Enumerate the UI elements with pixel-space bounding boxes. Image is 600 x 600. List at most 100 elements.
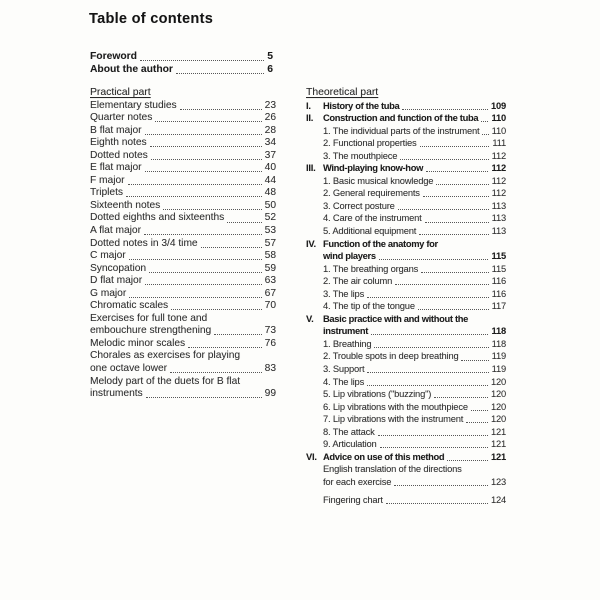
toc-page-number: 99	[264, 388, 276, 400]
toc-entry-line: wind players 115	[323, 250, 506, 263]
dot-leader	[470, 401, 489, 414]
toc-entry-line: 3. Correct posture 113	[323, 200, 506, 213]
toc-entry: Chorales as exercises for playing one oct…	[90, 350, 276, 375]
toc-entry: 8. The attack 121	[306, 426, 506, 439]
toc-label: 4. Care of the instrument	[323, 213, 422, 224]
toc-entry: Dotted notes in 3/4 time 57	[90, 238, 276, 251]
toc-entry-line: for each exercise 123	[323, 476, 506, 489]
toc-entry: D flat major 63	[90, 275, 276, 288]
toc-entry-line: Melodic minor scales 76	[90, 338, 276, 351]
toc-entry: 4. The lips 120	[306, 376, 506, 389]
toc-entry-line: 3. Support 119	[323, 363, 506, 376]
dot-leader	[143, 225, 262, 238]
theoretical-part-column: Theoretical part I. History of the tuba 10…	[306, 87, 506, 506]
toc-page-number: 120	[490, 389, 506, 400]
toc-entry: I. History of the tuba 109	[306, 100, 506, 113]
toc-entry-line: 2. Trouble spots in deep breathing 119	[323, 350, 506, 363]
toc-page-number: 121	[490, 451, 506, 462]
toc-entry: Sixteenth notes 50	[90, 200, 276, 213]
dot-leader	[417, 300, 489, 313]
toc-page-number: 120	[490, 401, 506, 412]
toc-label: 3. The mouthpiece	[323, 150, 398, 161]
section-numeral: I.	[306, 100, 311, 111]
toc-page-number: 113	[491, 226, 507, 237]
toc-entry: Triplets 48	[90, 187, 276, 200]
dot-leader	[367, 363, 489, 376]
toc-entry: 2. The air column 116	[306, 275, 506, 288]
toc-page-number: 112	[491, 163, 506, 174]
toc-entry-line: Triplets 48	[90, 187, 276, 200]
toc-label: Foreword	[90, 51, 137, 62]
dot-leader	[126, 187, 262, 200]
toc-entry-line: 6. Lip vibrations with the mouthpiece 120	[323, 401, 506, 414]
dot-leader	[128, 250, 262, 263]
toc-page-number: 6	[267, 64, 273, 76]
toc-entry-line: embouchure strengthening 73	[90, 325, 276, 338]
toc-entry-line: Chromatic scales 70	[90, 300, 276, 313]
toc-page-number: 37	[264, 149, 276, 161]
section-numeral: IV.	[306, 238, 316, 249]
toc-label: F major	[90, 174, 125, 186]
section-numeral: II.	[306, 113, 314, 124]
toc-label: Dotted eighths and sixteenths	[90, 212, 225, 224]
toc-page-number: 119	[491, 351, 507, 362]
toc-page-number: 123	[490, 476, 506, 487]
toc-page-number: 110	[491, 113, 506, 124]
toc-entry: Exercises for full tone and embouchure st…	[90, 313, 276, 338]
toc-page-number: 67	[264, 287, 276, 299]
dot-leader	[170, 363, 262, 376]
toc-entry-line: Eighth notes 34	[90, 137, 276, 150]
dot-leader	[422, 187, 489, 200]
toc-label: Chromatic scales	[90, 300, 169, 312]
dot-leader	[149, 263, 262, 276]
toc-page-number: 76	[264, 337, 276, 349]
dot-leader	[144, 162, 262, 175]
dot-leader	[371, 325, 489, 338]
toc-page-number: 110	[491, 125, 507, 136]
toc-entry: 1. Breathing 118	[306, 338, 506, 351]
section-numeral: V.	[306, 313, 314, 324]
toc-label: 5. Additional equipment	[323, 226, 417, 237]
toc-label: Elementary studies	[90, 99, 177, 111]
toc-page-number: 121	[490, 439, 506, 450]
toc-label: instruments	[90, 388, 143, 400]
toc-page-number: 115	[491, 263, 507, 274]
dot-leader	[400, 150, 489, 163]
toc-entry: 6. Lip vibrations with the mouthpiece 120	[306, 401, 506, 414]
toc-entry-line: C major 58	[90, 250, 276, 263]
toc-page-number: 34	[264, 137, 276, 149]
toc-entry-line: 8. The attack 121	[323, 426, 506, 439]
toc-page-number: 109	[490, 100, 506, 111]
dot-leader	[145, 388, 262, 401]
dot-leader	[397, 200, 489, 213]
toc-entry: II. Construction and function of the tuba…	[306, 112, 506, 125]
toc-entry-line: 2. General requirements 112	[323, 187, 506, 200]
dot-leader	[377, 426, 489, 439]
dot-leader	[434, 388, 488, 401]
toc-entry: IV. Function of the anatomy for wind playe…	[306, 238, 506, 263]
toc-entry: 3. The mouthpiece 112	[306, 150, 506, 163]
toc-entry-line: Advice on use of this method 121	[323, 451, 506, 464]
toc-entry-line: Fingering chart 124	[323, 494, 506, 507]
toc-entry: Melody part of the duets for B flat instr…	[90, 376, 276, 401]
toc-entry: Syncopation 59	[90, 263, 276, 276]
dot-leader	[367, 376, 488, 389]
section-numeral: VI.	[306, 451, 317, 462]
dot-leader	[227, 212, 263, 225]
toc-label-line1: Chorales as exercises for playing	[90, 350, 241, 362]
dot-leader	[379, 438, 489, 451]
toc-page-number: 112	[491, 175, 507, 186]
toc-label: 1. The breathing organs	[323, 263, 419, 274]
toc-page-number: 119	[491, 364, 507, 375]
toc-entry-line: Foreword 5	[90, 50, 273, 63]
dot-leader	[214, 325, 263, 338]
dot-leader	[447, 451, 488, 464]
toc-entry-line: instruments 99	[90, 388, 276, 401]
toc-entry-line: D flat major 63	[90, 275, 276, 288]
toc-entry: III. Wind-playing know-how 112	[306, 162, 506, 175]
toc-page-number: 113	[491, 200, 507, 211]
toc-page-number: 52	[264, 212, 276, 224]
dot-leader	[402, 100, 488, 113]
toc-label: 3. Correct posture	[323, 200, 395, 211]
